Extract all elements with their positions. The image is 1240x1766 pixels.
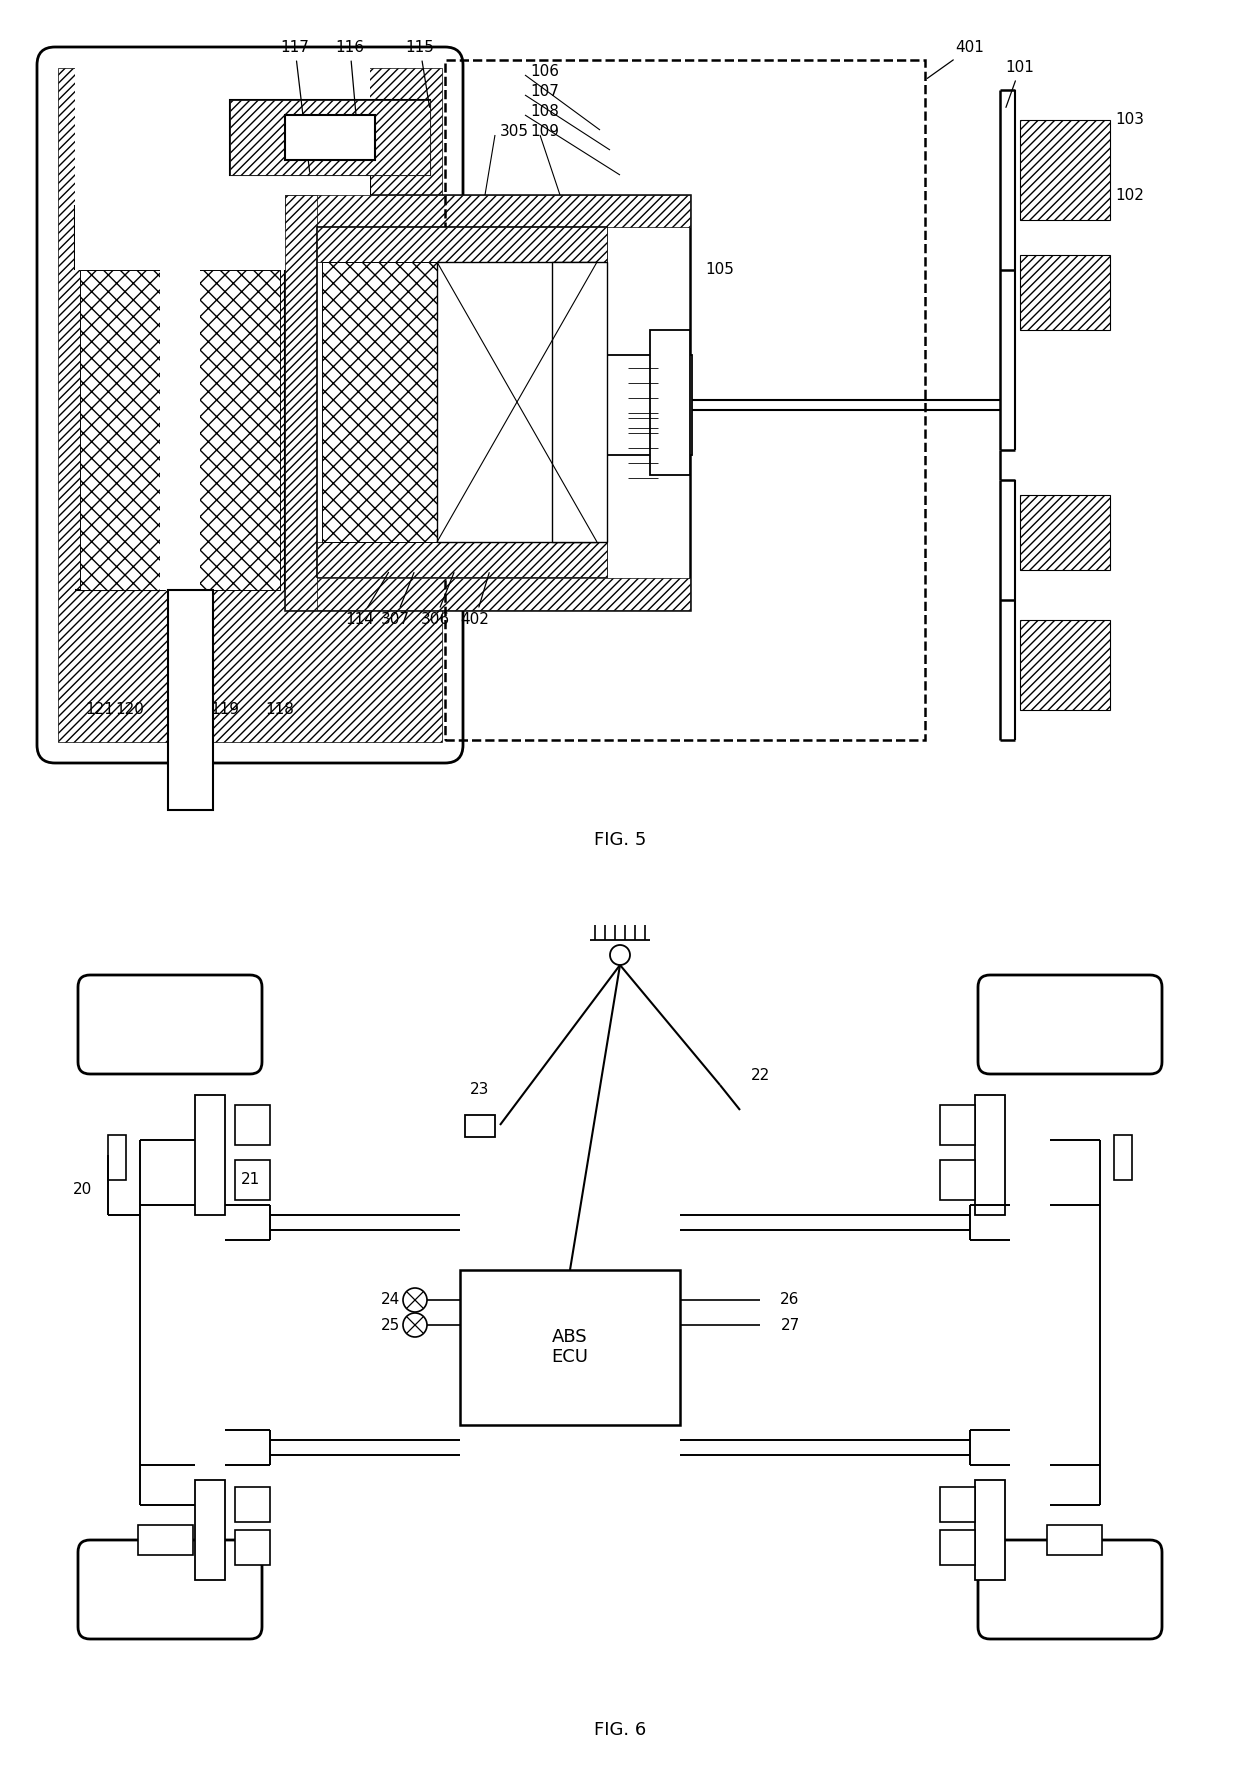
Bar xyxy=(317,542,608,577)
Bar xyxy=(1021,494,1110,570)
Bar xyxy=(940,1529,975,1565)
Text: 307: 307 xyxy=(381,572,414,627)
Bar xyxy=(236,1529,270,1565)
Text: 108: 108 xyxy=(529,104,559,120)
Bar xyxy=(229,101,430,175)
Bar xyxy=(317,228,608,577)
Text: 101: 101 xyxy=(1006,60,1034,108)
Bar xyxy=(317,228,608,261)
Text: 24: 24 xyxy=(381,1293,399,1307)
Bar xyxy=(195,1480,224,1581)
Bar xyxy=(160,270,200,590)
Text: 103: 103 xyxy=(1116,113,1145,127)
Bar xyxy=(975,1480,1004,1581)
Bar xyxy=(285,577,689,609)
Text: 114: 114 xyxy=(346,572,388,627)
Bar xyxy=(236,1487,270,1522)
Bar xyxy=(229,101,430,175)
Text: 115: 115 xyxy=(405,41,434,108)
Text: 119: 119 xyxy=(211,703,239,717)
Text: 105: 105 xyxy=(706,263,734,277)
Text: 25: 25 xyxy=(381,1317,399,1333)
Bar xyxy=(436,261,596,542)
Bar xyxy=(1021,620,1110,710)
Text: 27: 27 xyxy=(780,1317,800,1333)
FancyBboxPatch shape xyxy=(978,1540,1162,1639)
Bar xyxy=(108,1136,126,1180)
Bar xyxy=(236,1160,270,1201)
Text: 23: 23 xyxy=(470,1083,490,1097)
Text: 401: 401 xyxy=(928,41,985,78)
Text: 121: 121 xyxy=(86,703,114,717)
Text: 118: 118 xyxy=(265,703,294,717)
Bar xyxy=(1047,1526,1102,1556)
Bar xyxy=(940,1487,975,1522)
Text: 117: 117 xyxy=(280,41,310,173)
FancyBboxPatch shape xyxy=(78,975,262,1074)
Bar xyxy=(1114,1136,1132,1180)
Text: 107: 107 xyxy=(529,85,559,99)
Bar xyxy=(650,330,689,475)
Text: 20: 20 xyxy=(72,1183,92,1197)
Bar xyxy=(285,115,374,161)
Bar xyxy=(445,60,925,740)
Text: ABS
ECU: ABS ECU xyxy=(552,1328,589,1367)
Text: 21: 21 xyxy=(241,1173,259,1187)
Bar xyxy=(285,194,689,609)
Bar xyxy=(552,261,608,542)
Text: 102: 102 xyxy=(1116,187,1145,203)
Bar xyxy=(285,194,317,609)
Text: 22: 22 xyxy=(750,1067,770,1083)
Bar xyxy=(975,1095,1004,1215)
FancyBboxPatch shape xyxy=(978,975,1162,1074)
Bar xyxy=(195,1095,224,1215)
Text: 116: 116 xyxy=(336,41,365,157)
FancyBboxPatch shape xyxy=(37,48,463,763)
Bar xyxy=(1021,254,1110,330)
Bar xyxy=(138,1526,193,1556)
Bar xyxy=(236,1106,270,1144)
Bar xyxy=(81,270,165,590)
Text: 402: 402 xyxy=(460,572,490,627)
Bar xyxy=(285,194,689,228)
Text: 120: 120 xyxy=(115,703,144,717)
Bar xyxy=(608,355,692,456)
Bar xyxy=(460,1270,680,1425)
Text: 305: 305 xyxy=(500,124,529,140)
FancyBboxPatch shape xyxy=(78,1540,262,1639)
Bar xyxy=(58,69,441,742)
Text: FIG. 5: FIG. 5 xyxy=(594,832,646,849)
Bar xyxy=(74,65,370,270)
Bar xyxy=(465,1114,495,1137)
Bar xyxy=(167,590,213,811)
Text: 109: 109 xyxy=(529,124,559,140)
Text: 306: 306 xyxy=(420,572,454,627)
Text: 106: 106 xyxy=(529,65,559,79)
Bar xyxy=(1021,120,1110,221)
Bar xyxy=(322,261,436,542)
Text: FIG. 6: FIG. 6 xyxy=(594,1722,646,1740)
Bar xyxy=(940,1106,975,1144)
Text: 26: 26 xyxy=(780,1293,800,1307)
Bar xyxy=(940,1160,975,1201)
Bar xyxy=(195,270,280,590)
